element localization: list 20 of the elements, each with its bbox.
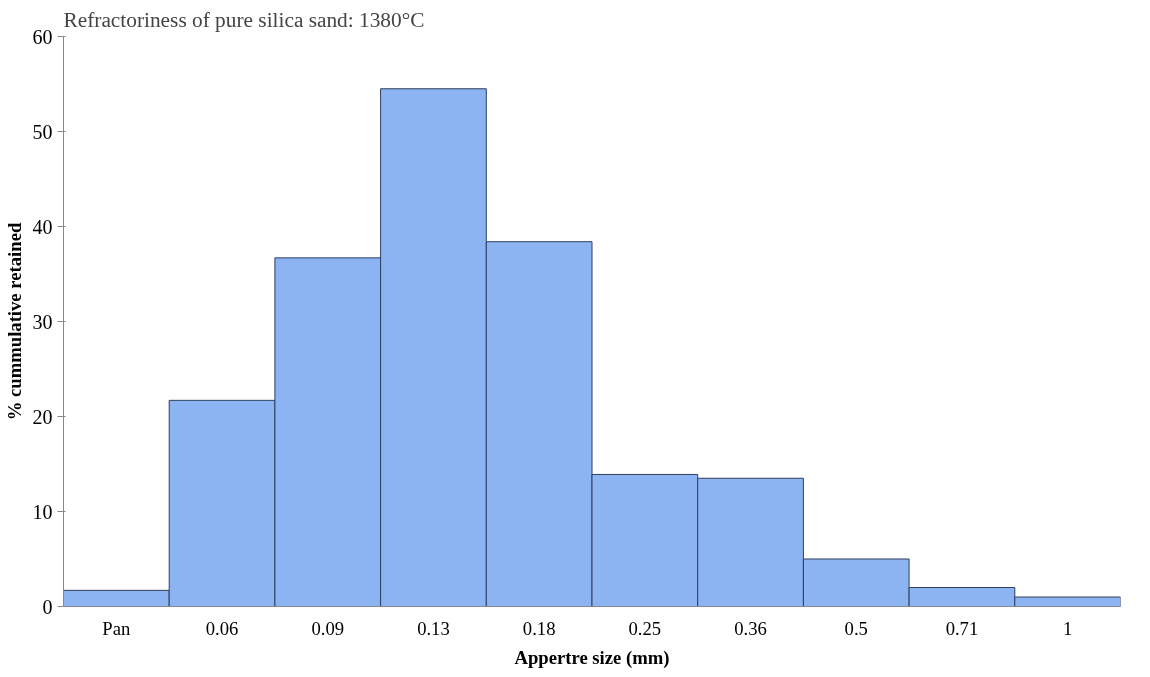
x-tick-label: Pan (102, 617, 132, 639)
x-tick-label: 0.5 (844, 617, 868, 639)
x-tick-label: 0.09 (311, 617, 345, 639)
y-tick-label: 0 (42, 595, 53, 618)
x-tick-label: 0.18 (522, 617, 556, 639)
y-tick-label: 40 (32, 215, 53, 238)
y-tick-label: 20 (32, 405, 53, 428)
x-tick-label: 0.25 (628, 617, 662, 639)
y-axis-title: % cummulative retained (3, 222, 25, 421)
text: Refractoriness of pure silica sand: 1380°C (63, 7, 425, 32)
x-tick-label: 0.36 (734, 617, 767, 639)
x-tick-label: 0.06 (205, 617, 239, 639)
y-tick-label: 60 (32, 25, 53, 48)
y-tick-label: 10 (32, 500, 53, 523)
y-tick-label: 30 (32, 310, 53, 333)
x-tick-label: 1 (1062, 617, 1073, 639)
x-tick-label: 0.71 (945, 617, 979, 639)
y-tick-label: 50 (32, 120, 53, 143)
x-tick-label: 0.13 (417, 617, 450, 639)
x-axis-title: Appertre size (mm) (514, 646, 670, 669)
